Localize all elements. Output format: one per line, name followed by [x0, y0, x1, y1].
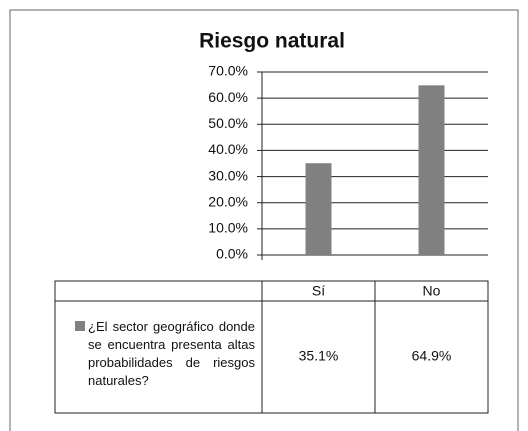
y-tick-label: 60.0%	[208, 89, 248, 105]
value-label: 64.9%	[412, 348, 452, 364]
y-tick-label: 20.0%	[208, 193, 248, 209]
y-tick-label: 50.0%	[208, 115, 248, 131]
y-tick-label: 0.0%	[216, 246, 248, 262]
y-tick-label: 30.0%	[208, 167, 248, 183]
legend-label: ¿El sector geográfico donde se encuentra…	[88, 319, 255, 388]
y-tick-label: 10.0%	[208, 220, 248, 236]
value-label: 35.1%	[299, 348, 339, 364]
bar	[305, 163, 332, 255]
y-tick-label: 40.0%	[208, 141, 248, 157]
bar	[418, 85, 445, 255]
chart-title: Riesgo natural	[199, 30, 345, 53]
frame	[9, 9, 519, 431]
category-label: Sí	[312, 283, 325, 299]
legend-swatch	[75, 321, 85, 331]
category-label: No	[423, 283, 441, 299]
y-tick-label: 70.0%	[208, 63, 248, 79]
table-border	[54, 280, 489, 414]
